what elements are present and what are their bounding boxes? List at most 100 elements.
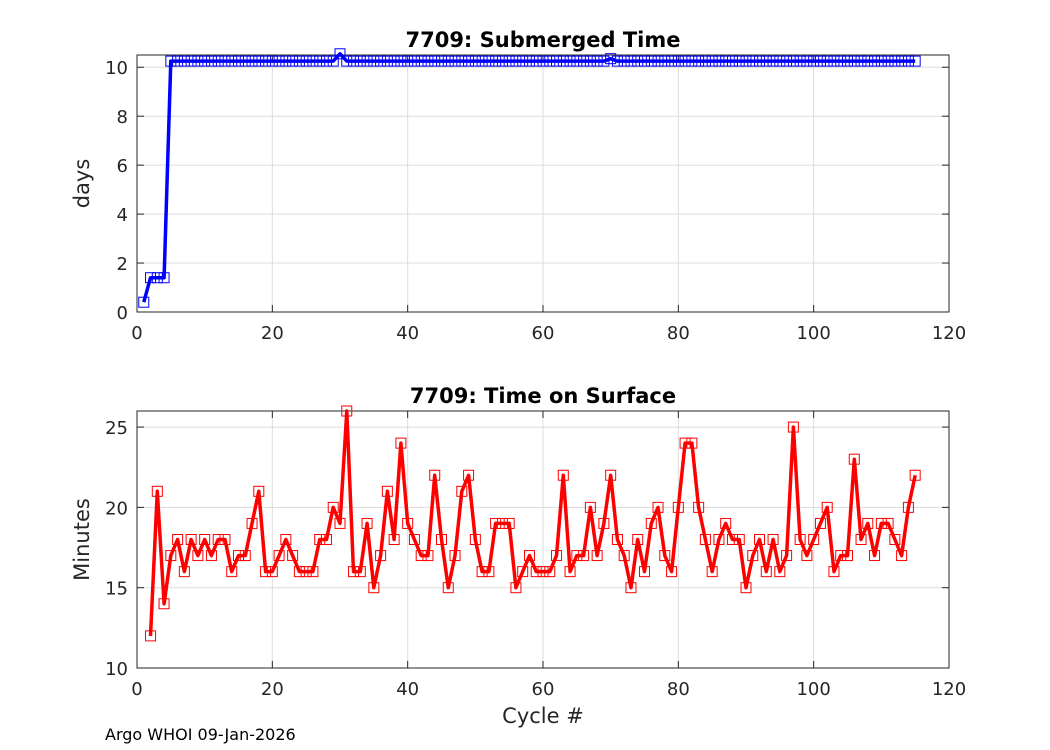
data-point — [896, 55, 908, 67]
data-point — [381, 485, 393, 497]
data-point — [172, 55, 184, 67]
data-point — [233, 55, 244, 67]
data-point — [875, 55, 887, 67]
data-point — [740, 582, 752, 594]
data-point — [571, 55, 583, 67]
data-point — [476, 566, 488, 578]
data-point — [639, 566, 650, 578]
data-point — [490, 55, 502, 67]
data-point — [205, 550, 217, 562]
data-point — [496, 517, 508, 529]
data-point — [537, 566, 549, 578]
data-point — [909, 55, 921, 67]
data-point — [544, 566, 556, 578]
data-point — [659, 550, 671, 562]
data-point — [408, 55, 420, 67]
data-point — [395, 55, 407, 67]
x-tick-label: 20 — [261, 323, 284, 344]
data-point — [165, 55, 177, 67]
data-point — [442, 55, 454, 67]
data-point — [395, 437, 407, 449]
data-point — [713, 55, 725, 67]
data-point — [760, 55, 772, 67]
data-point — [314, 55, 326, 67]
data-point — [706, 55, 718, 67]
y-tick-label: 8 — [117, 107, 128, 128]
y-tick-label: 10 — [105, 659, 128, 680]
y-tick-label: 10 — [105, 58, 128, 79]
data-point — [442, 582, 454, 594]
data-point — [713, 534, 725, 545]
data-point — [185, 55, 197, 67]
data-point — [402, 517, 414, 529]
data-point — [341, 55, 353, 67]
x-axis-label: Cycle # — [502, 704, 584, 728]
data-point — [212, 534, 224, 545]
data-point — [787, 421, 799, 433]
data-point — [645, 55, 657, 67]
data-point — [300, 566, 312, 578]
data-point — [814, 517, 826, 529]
data-point — [659, 55, 671, 67]
data-point — [672, 55, 684, 67]
data-point — [226, 55, 238, 67]
data-point — [490, 517, 502, 529]
data-point — [307, 55, 319, 67]
data-point — [523, 550, 535, 562]
data-point — [219, 534, 231, 545]
data-point — [280, 534, 292, 545]
data-point — [855, 534, 867, 545]
data-point — [767, 55, 779, 67]
data-point — [611, 55, 623, 67]
data-point — [476, 55, 488, 67]
data-point — [320, 534, 332, 545]
data-point — [591, 55, 603, 67]
x-tick-label: 40 — [396, 323, 419, 344]
data-point — [625, 582, 637, 594]
data-point — [855, 55, 867, 67]
data-point — [882, 517, 894, 529]
data-point — [314, 534, 326, 545]
data-point — [618, 55, 630, 67]
data-point — [422, 55, 434, 67]
data-point — [212, 55, 224, 67]
data-point — [584, 501, 596, 513]
data-point — [436, 534, 447, 545]
data-point — [760, 566, 772, 578]
data-point — [233, 550, 244, 562]
data-point — [578, 55, 590, 67]
data-point — [246, 55, 258, 67]
data-point — [896, 550, 908, 562]
data-point — [902, 501, 914, 513]
data-point — [199, 55, 211, 67]
x-tick-label: 60 — [532, 323, 555, 344]
data-point — [334, 48, 346, 60]
data-point — [639, 55, 650, 67]
data-point — [388, 55, 400, 67]
data-point — [645, 517, 657, 529]
data-point — [875, 517, 887, 529]
series-line — [142, 52, 916, 303]
data-point — [611, 534, 623, 545]
data-point — [341, 405, 353, 417]
y-tick-label: 4 — [117, 205, 128, 226]
data-point — [523, 55, 535, 67]
data-point — [456, 55, 468, 67]
data-point — [754, 534, 766, 545]
data-point — [287, 55, 299, 67]
data-point — [557, 55, 569, 67]
data-point — [578, 550, 590, 562]
data-point — [835, 550, 847, 562]
data-point — [415, 550, 427, 562]
data-point — [551, 55, 563, 67]
data-point — [151, 485, 163, 497]
data-point — [145, 272, 157, 284]
data-point — [889, 55, 901, 67]
x-tick-label: 40 — [396, 679, 419, 700]
chart-submerged-time: 0 20 40 60 80 100 120 0 2 4 6 8 10 7709: Submerged Ti… — [70, 28, 966, 344]
data-point — [145, 630, 157, 642]
data-point — [449, 55, 461, 67]
data-point — [253, 485, 265, 497]
data-point — [354, 566, 366, 578]
